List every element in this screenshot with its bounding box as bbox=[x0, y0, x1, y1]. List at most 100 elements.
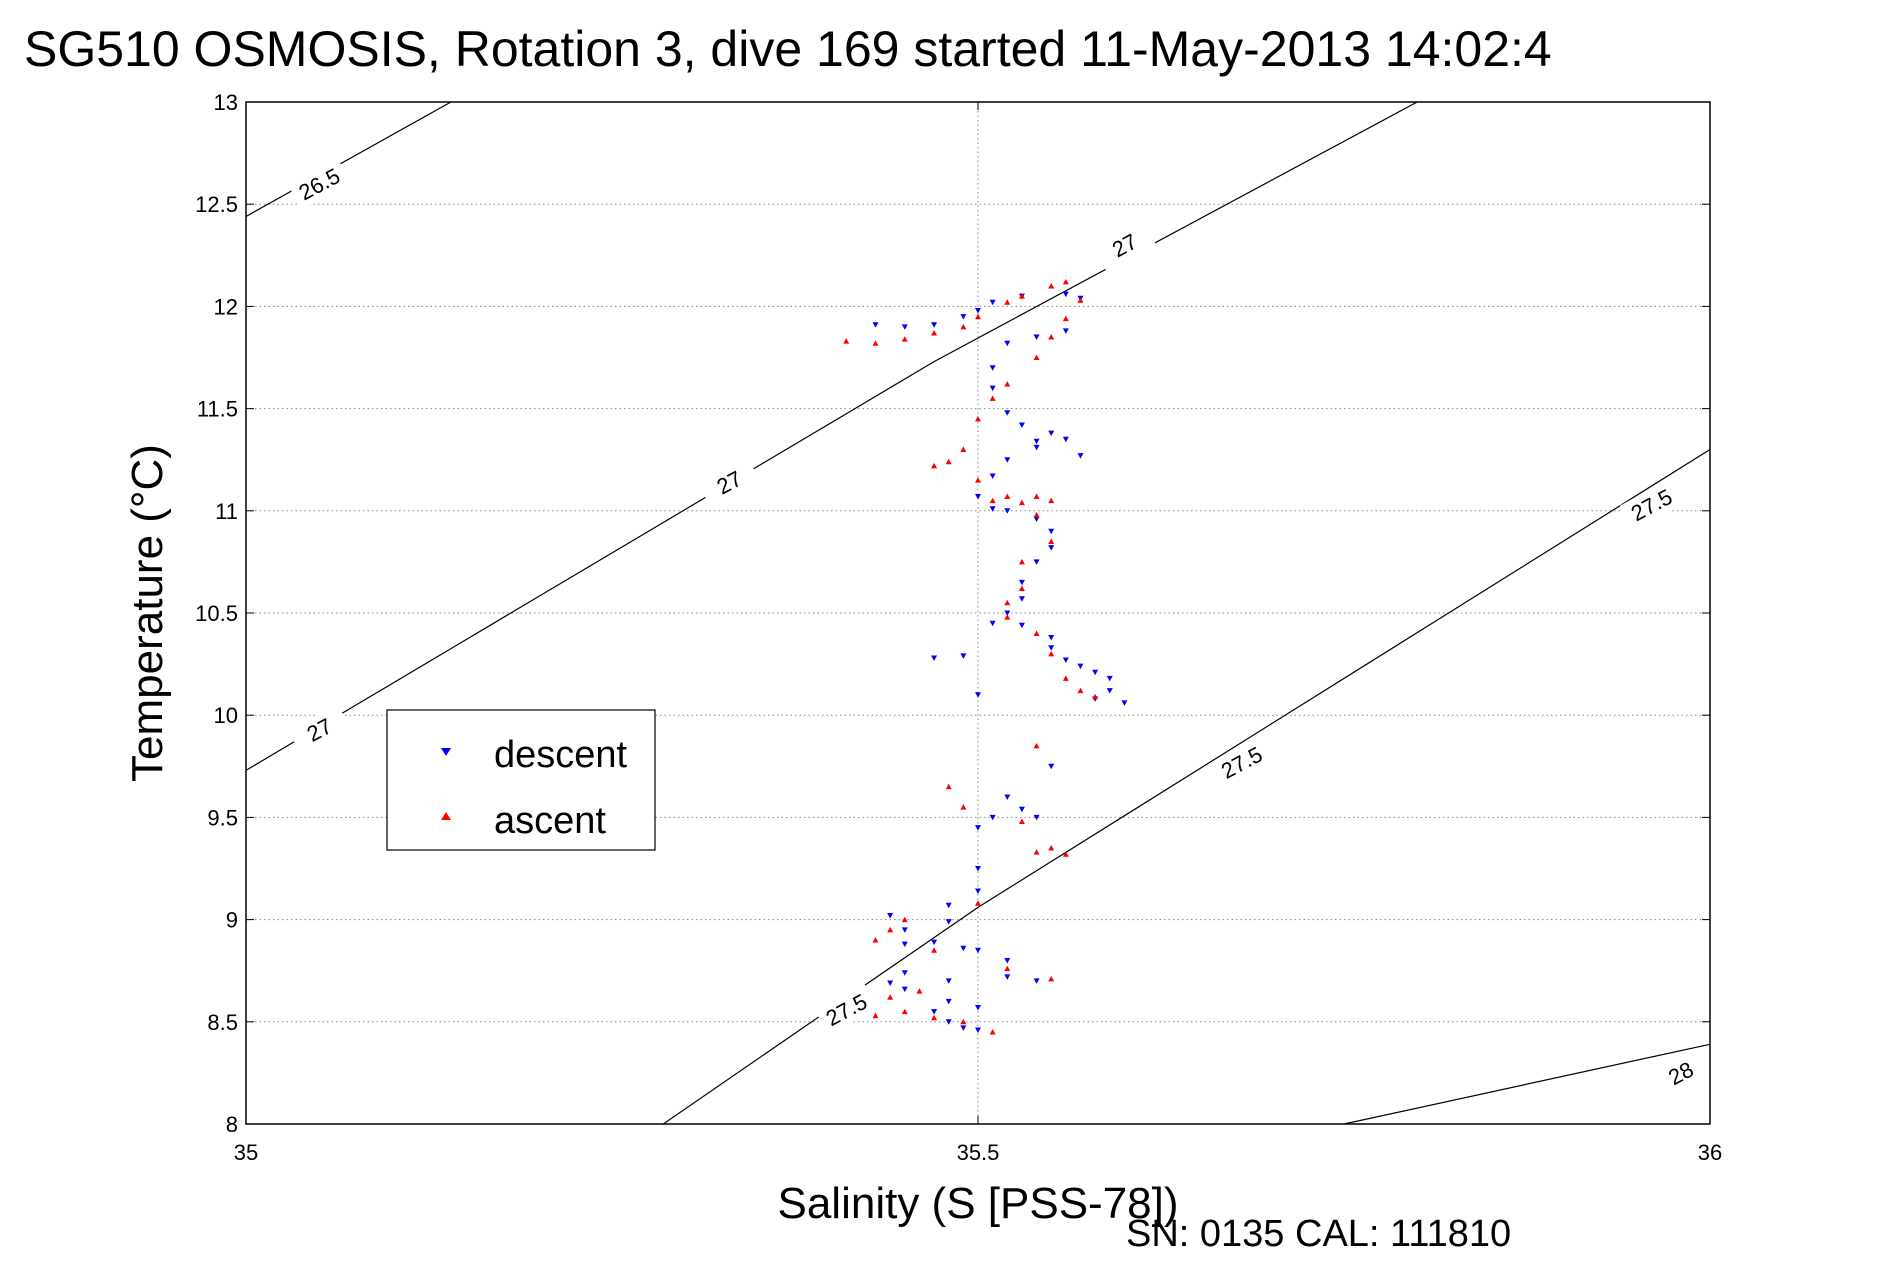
descent-point bbox=[1062, 328, 1069, 334]
ascent-point bbox=[1033, 511, 1040, 518]
descent-point bbox=[1004, 957, 1011, 964]
ascent-point bbox=[872, 937, 879, 943]
descent-point bbox=[989, 385, 996, 392]
ascent-point bbox=[1004, 493, 1011, 499]
ascent-point bbox=[975, 900, 981, 906]
ascent-point bbox=[1048, 538, 1055, 544]
descent-point bbox=[901, 941, 908, 948]
descent-point bbox=[975, 888, 981, 894]
ascent-point bbox=[931, 329, 938, 336]
legend-box bbox=[386, 709, 656, 851]
descent-point bbox=[931, 939, 938, 946]
ascent-point bbox=[1033, 493, 1040, 499]
descent-point bbox=[1004, 457, 1011, 463]
descent-point bbox=[1018, 806, 1025, 813]
y-tick-label: 11.5 bbox=[197, 397, 238, 422]
ascent-point bbox=[960, 804, 967, 810]
ascent-point bbox=[887, 926, 894, 933]
descent-point bbox=[872, 322, 879, 328]
descent-point bbox=[975, 866, 981, 872]
ascent-point bbox=[1062, 851, 1069, 857]
isopycnal-27.5 bbox=[662, 448, 1711, 1125]
descent-point bbox=[901, 927, 908, 933]
grid-lines bbox=[246, 102, 1710, 1124]
descent-point bbox=[989, 365, 996, 371]
descent-point bbox=[1106, 688, 1113, 694]
descent-point bbox=[1004, 340, 1011, 347]
ascent-point bbox=[989, 1029, 996, 1035]
descent-point bbox=[975, 825, 981, 831]
descent-point bbox=[931, 1009, 938, 1015]
ascent-point bbox=[1062, 315, 1069, 322]
descent-point bbox=[1004, 508, 1011, 514]
y-tick-label: 11 bbox=[215, 499, 238, 524]
descent-point bbox=[975, 307, 981, 314]
ascent-point bbox=[916, 988, 923, 994]
ascent-point bbox=[1018, 585, 1025, 591]
ascent-point bbox=[1048, 497, 1055, 504]
contour-label-bg bbox=[814, 984, 878, 1036]
ascent-point bbox=[1048, 334, 1055, 340]
descent-point bbox=[931, 322, 938, 328]
ascent-point bbox=[1048, 650, 1055, 657]
contour-label-bg bbox=[1210, 736, 1273, 788]
descent-point bbox=[887, 980, 894, 986]
descent-point bbox=[1018, 579, 1025, 586]
descent-point bbox=[1018, 596, 1025, 602]
ascent-point bbox=[901, 916, 908, 923]
ascent-point bbox=[1004, 614, 1011, 620]
descent-point bbox=[931, 655, 938, 661]
descent-point bbox=[1018, 622, 1025, 629]
isopycnal-contours bbox=[245, 101, 1711, 1125]
x-axis-label: Salinity (S [PSS-78]) bbox=[777, 1179, 1178, 1228]
ascent-series bbox=[843, 278, 1099, 1035]
descent-point bbox=[1018, 422, 1025, 428]
descent-point bbox=[1033, 334, 1040, 341]
ascent-point bbox=[1018, 499, 1025, 506]
ascent-point bbox=[1048, 845, 1055, 851]
descent-point bbox=[1033, 978, 1040, 984]
descent-point bbox=[1004, 610, 1011, 616]
ascent-point bbox=[960, 446, 967, 452]
ascent-point bbox=[1033, 630, 1040, 636]
isopycnal-26.5 bbox=[245, 101, 452, 217]
footnote: SN: 0135 CAL: 111810 bbox=[1126, 1213, 1511, 1255]
ascent-point bbox=[843, 338, 850, 344]
descent-point bbox=[1077, 663, 1084, 670]
ascent-point bbox=[931, 462, 938, 469]
y-tick-label: 12.5 bbox=[195, 192, 238, 217]
descent-point bbox=[1033, 814, 1040, 821]
descent-point bbox=[945, 919, 952, 925]
descent-point bbox=[1062, 436, 1069, 443]
descent-point bbox=[1004, 794, 1011, 800]
descent-point bbox=[960, 314, 967, 320]
ascent-point bbox=[975, 477, 981, 483]
isopycnal-28 bbox=[1343, 1043, 1711, 1125]
descent-point bbox=[1048, 545, 1055, 551]
ascent-point bbox=[931, 947, 938, 953]
ascent-point bbox=[989, 497, 996, 504]
descent-point bbox=[1048, 528, 1055, 535]
descent-point bbox=[1048, 635, 1055, 641]
ascent-point bbox=[1004, 965, 1011, 972]
ascent-point bbox=[872, 1012, 879, 1019]
descent-point bbox=[1033, 438, 1040, 445]
contour-label-bg bbox=[1093, 219, 1156, 271]
ascent-point bbox=[1092, 693, 1099, 700]
ascent-point bbox=[945, 783, 952, 790]
descent-point bbox=[945, 998, 952, 1005]
ascent-point bbox=[1004, 299, 1011, 305]
y-tick-label: 10.5 bbox=[195, 601, 238, 626]
descent-point bbox=[901, 970, 908, 976]
ascent-point bbox=[901, 336, 908, 342]
y-tick-label: 9.5 bbox=[207, 805, 238, 830]
descent-point bbox=[1048, 763, 1055, 770]
ascent-point bbox=[1048, 975, 1055, 982]
ascent-point bbox=[989, 395, 996, 401]
descent-point bbox=[989, 506, 996, 512]
descent-point bbox=[1121, 700, 1128, 706]
ascent-point bbox=[1018, 293, 1025, 299]
ascent-point bbox=[1033, 742, 1040, 749]
descent-point bbox=[1062, 291, 1069, 298]
ascent-point bbox=[1018, 818, 1025, 824]
